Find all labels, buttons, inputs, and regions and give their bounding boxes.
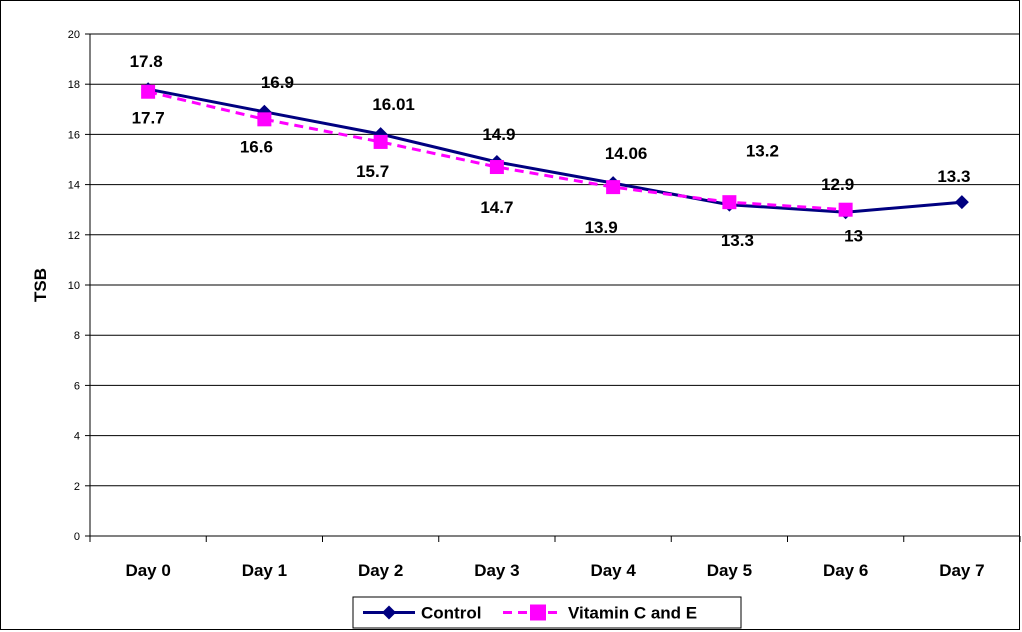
data-label: 14.06: [605, 144, 648, 163]
legend-label-vitamin-c-and-e: Vitamin C and E: [568, 604, 697, 623]
y-axis-label: TSB: [31, 268, 50, 302]
x-tick-label: Day 3: [474, 561, 519, 580]
data-label: 15.7: [356, 162, 389, 181]
y-tick-label: 16: [68, 129, 80, 141]
legend-box: [352, 596, 742, 629]
y-tick-label: 6: [74, 380, 80, 392]
x-tick-label: Day 2: [358, 561, 403, 580]
data-label: 16.9: [261, 73, 294, 92]
y-tick-label: 8: [74, 330, 80, 342]
data-point-control: [954, 195, 969, 210]
legend: Control Vitamin C and E: [352, 596, 742, 629]
data-point-vitamin-c-and-e: [838, 202, 853, 217]
data-point-vitamin-c-and-e: [141, 84, 156, 99]
data-label: 13.2: [746, 142, 779, 161]
y-tick-label: 2: [74, 481, 80, 493]
y-tick-label: 20: [68, 29, 80, 41]
legend-label-control: Control: [421, 604, 481, 623]
x-tick-labels: Day 0 Day 1 Day 2 Day 3 Day 4 Day 5 Day 6 Day 7: [125, 561, 984, 580]
data-label: 14.9: [482, 125, 515, 144]
data-label: 14.7: [480, 198, 513, 217]
y-tick-labels: 0 2 4 6 8 10 12 14 16 18 20: [68, 29, 80, 543]
legend-marker-vitamin-c-and-e: [530, 604, 546, 621]
data-label: 12.9: [821, 175, 854, 194]
data-label: 16.01: [372, 95, 415, 114]
data-point-vitamin-c-and-e: [606, 180, 621, 195]
x-tick-label: Day 0: [125, 561, 170, 580]
y-tick-label: 18: [68, 79, 80, 91]
x-tick-label: Day 7: [939, 561, 984, 580]
x-tick-label: Day 6: [823, 561, 868, 580]
data-label: 13.3: [937, 167, 970, 186]
series-markers: [141, 82, 969, 220]
data-label: 17.8: [130, 52, 163, 71]
data-label: 13: [844, 227, 863, 246]
x-tick-label: Day 4: [590, 561, 636, 580]
y-tick-label: 14: [68, 180, 80, 192]
data-label: 13.3: [721, 231, 754, 250]
y-tick-label: 12: [68, 230, 80, 242]
y-tick-label: 10: [68, 280, 80, 292]
gridlines: [90, 33, 1020, 487]
data-point-vitamin-c-and-e: [722, 195, 737, 210]
data-label: 13.9: [585, 218, 618, 237]
series-line-control: [147, 87, 963, 214]
x-tick-label: Day 1: [242, 561, 287, 580]
data-point-vitamin-c-and-e: [373, 134, 388, 149]
data-point-vitamin-c-and-e: [257, 112, 272, 127]
data-labels: 17.8 16.9 16.01 14.9 14.06 13.2 12.9 13.3 17.7 16…: [130, 52, 971, 250]
data-label: 16.6: [240, 137, 273, 156]
axes: [85, 33, 1021, 542]
y-tick-label: 4: [74, 431, 80, 443]
data-point-vitamin-c-and-e: [489, 160, 504, 175]
data-label: 17.7: [132, 109, 165, 128]
legend-marker-control: [382, 605, 396, 620]
x-tick-label: Day 5: [707, 561, 752, 580]
y-tick-label: 0: [74, 531, 80, 543]
